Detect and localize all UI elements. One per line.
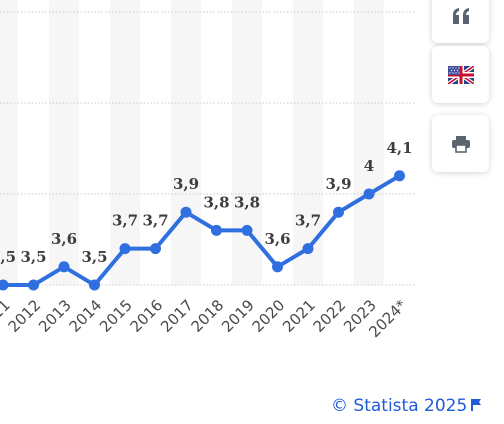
data-labels: 3,53,53,63,53,73,73,93,83,83,63,73,944,1 bbox=[0, 139, 413, 266]
data-label: 3,5 bbox=[20, 248, 46, 266]
column-band bbox=[110, 0, 140, 285]
data-label: 4 bbox=[364, 157, 374, 175]
language-button[interactable] bbox=[432, 46, 489, 103]
data-point[interactable] bbox=[150, 243, 161, 255]
data-point[interactable] bbox=[211, 224, 222, 236]
x-tick-label: 2012 bbox=[5, 296, 45, 336]
print-button[interactable] bbox=[432, 115, 489, 172]
data-label: 3,7 bbox=[112, 212, 138, 230]
x-tick-label: 2020 bbox=[249, 296, 289, 336]
data-point[interactable] bbox=[241, 224, 253, 236]
data-point[interactable] bbox=[180, 206, 192, 218]
data-point[interactable] bbox=[89, 279, 100, 291]
data-point[interactable] bbox=[363, 188, 375, 200]
x-tick-label: 2013 bbox=[35, 296, 75, 336]
x-tick-label: 2015 bbox=[96, 296, 136, 336]
x-tick-label: 2021 bbox=[279, 296, 319, 336]
data-label: 3,9 bbox=[325, 175, 351, 193]
x-tick-label: 2016 bbox=[127, 296, 167, 336]
column-band bbox=[171, 0, 201, 285]
data-label: 3,5 bbox=[0, 248, 16, 266]
data-label: 3,8 bbox=[234, 193, 260, 211]
uk-flag-icon bbox=[447, 65, 474, 84]
data-label: 3,7 bbox=[142, 212, 168, 230]
print-icon bbox=[451, 135, 470, 153]
series-line-layer bbox=[1, 173, 402, 287]
column-band bbox=[49, 0, 79, 285]
data-point[interactable] bbox=[0, 279, 9, 291]
x-tick-label: 2019 bbox=[218, 296, 258, 336]
data-label: 3,7 bbox=[295, 212, 321, 230]
data-label: 3,8 bbox=[203, 193, 229, 211]
data-point[interactable] bbox=[333, 206, 344, 218]
x-tick-labels: 2011201220132014201520162017201820192020… bbox=[0, 296, 411, 341]
column-band bbox=[354, 0, 384, 285]
x-tick-label: 2018 bbox=[188, 296, 228, 336]
column-band bbox=[232, 0, 262, 285]
data-point[interactable] bbox=[302, 243, 314, 255]
gridlines bbox=[0, 11, 416, 286]
column-band bbox=[293, 0, 323, 285]
data-point[interactable] bbox=[394, 170, 405, 182]
data-point[interactable] bbox=[58, 261, 70, 273]
data-label: 3,9 bbox=[173, 175, 199, 193]
data-points bbox=[0, 170, 405, 291]
data-label: 3,6 bbox=[264, 230, 290, 248]
data-label: 3,6 bbox=[51, 230, 77, 248]
statista-credit-link[interactable]: © Statista 2025 bbox=[331, 396, 468, 416]
series-line bbox=[1, 173, 402, 287]
data-point[interactable] bbox=[272, 261, 283, 273]
data-point[interactable] bbox=[119, 243, 131, 255]
data-label: 3,5 bbox=[81, 248, 107, 266]
x-tick-label: 2017 bbox=[157, 296, 197, 336]
data-point[interactable] bbox=[28, 279, 39, 291]
quote-icon bbox=[452, 7, 469, 24]
flag-icon[interactable] bbox=[470, 398, 482, 412]
x-tick-label: 2014 bbox=[66, 296, 106, 336]
data-label: 4,1 bbox=[386, 139, 412, 157]
column-band bbox=[0, 0, 18, 285]
x-tick-label: 2022 bbox=[310, 296, 350, 336]
cite-button[interactable] bbox=[432, 0, 489, 43]
